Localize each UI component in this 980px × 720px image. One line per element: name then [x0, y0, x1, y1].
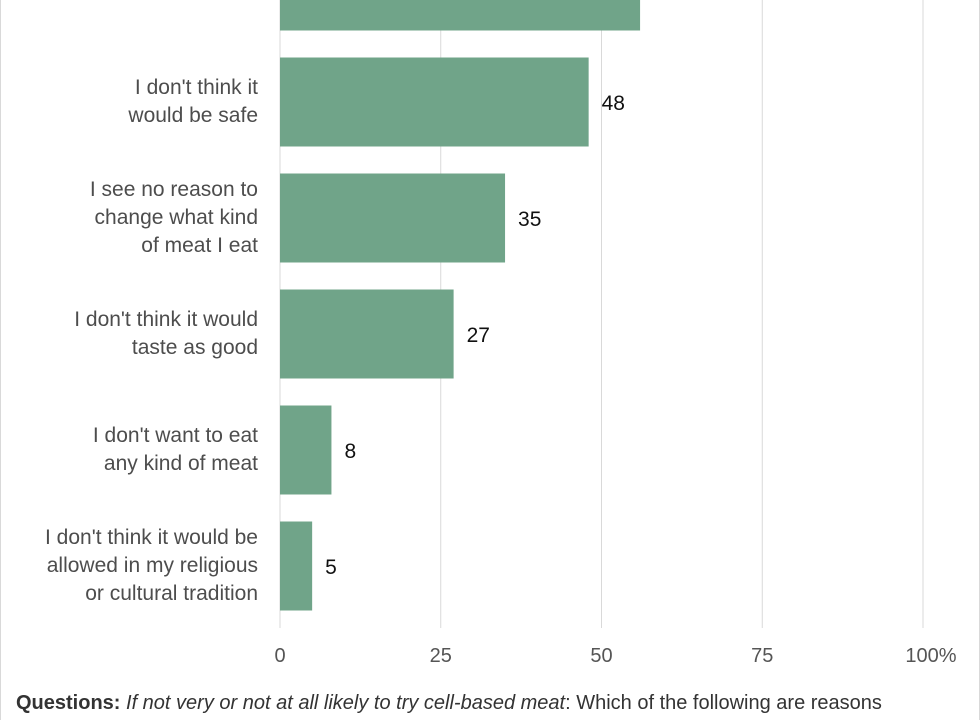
bar [280, 173, 506, 263]
bars [280, 0, 641, 611]
bar-chart: 48 35 27 8 5 0 25 50 75 100% [274, 0, 957, 667]
value-label: 48 [602, 92, 625, 115]
value-labels: 48 35 27 8 5 [325, 92, 625, 579]
x-tick-label: 75 [751, 645, 773, 667]
bar [280, 0, 641, 31]
value-label: 27 [467, 324, 490, 347]
value-label: 35 [518, 208, 541, 231]
bar [280, 289, 454, 379]
footnote-lead: Questions: [16, 692, 121, 714]
bar [280, 521, 313, 611]
footnote-italic: If not very or not at all likely to try … [126, 692, 566, 714]
category-label: I see no reason to change what kind of m… [89, 178, 258, 257]
bar [280, 57, 589, 147]
category-label: I don't think it would be safe [128, 76, 258, 127]
category-label: I don't want to eat any kind of meat [92, 424, 258, 475]
footnote-rest: : Which of the following are reasons [565, 692, 882, 714]
x-tick-label: 0 [274, 645, 285, 667]
x-tick-label: 25 [430, 645, 452, 667]
category-label: I don't think it would be allowed in my … [45, 526, 258, 605]
value-label: 5 [325, 556, 337, 579]
x-axis-ticks: 0 25 50 75 100% [274, 645, 956, 667]
category-label: I don't think it would taste as good [74, 308, 258, 359]
value-label: 8 [344, 440, 356, 463]
bar [280, 405, 332, 495]
x-tick-label: 100% [905, 645, 956, 667]
footnote: Questions: If not very or not at all lik… [16, 692, 976, 715]
x-tick-label: 50 [590, 645, 612, 667]
